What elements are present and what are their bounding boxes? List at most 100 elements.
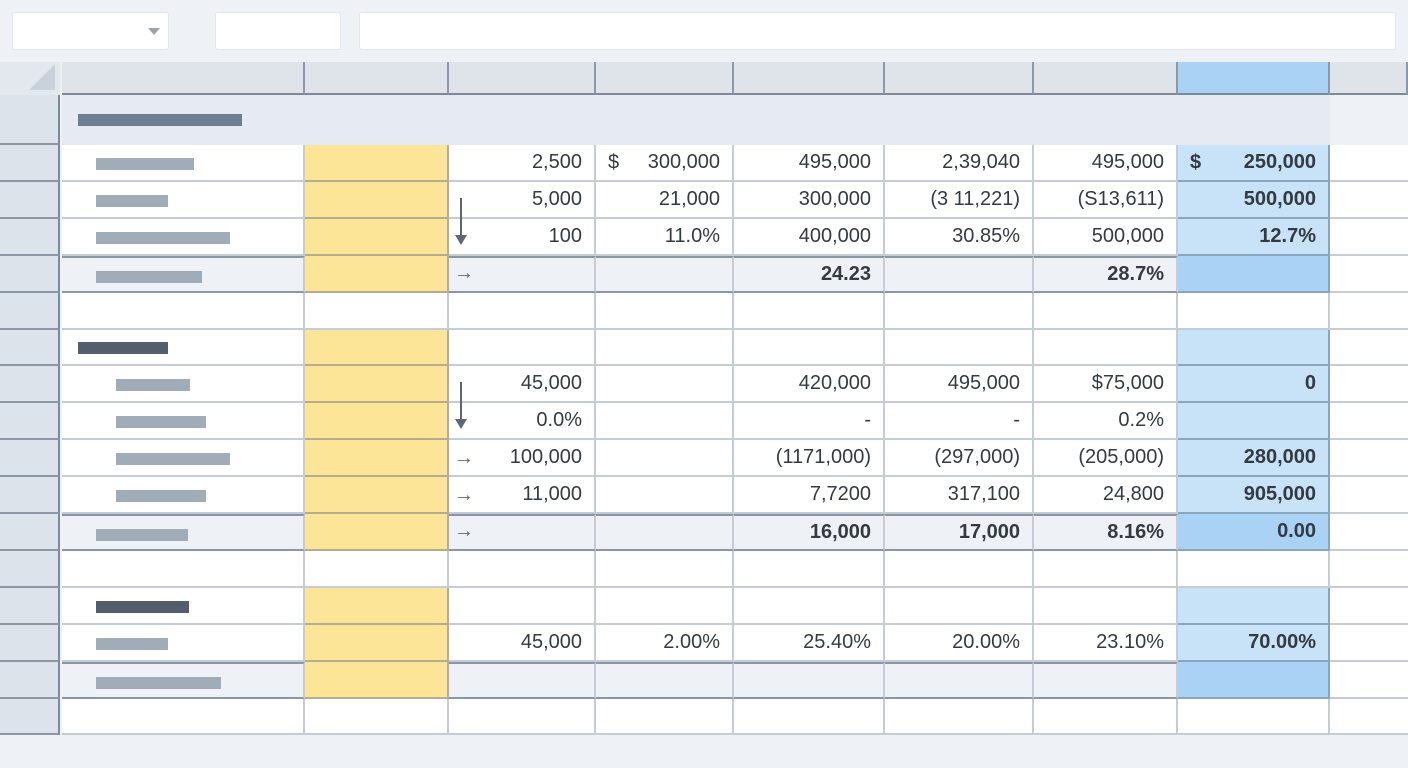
cell-r8-c7[interactable]: 0.2% (1034, 403, 1178, 440)
row-header-5[interactable] (0, 256, 60, 293)
cell-r8-c3[interactable]: 0.0% (449, 403, 596, 440)
cell-r16-c4[interactable] (596, 699, 734, 735)
cell-r16-c9[interactable] (1330, 699, 1408, 735)
row-header-9[interactable] (0, 403, 60, 440)
cell-r9-c6[interactable]: (297,000) (885, 440, 1034, 477)
cell-r1-c3[interactable]: 2,500 (449, 145, 596, 182)
cell-r6-c5[interactable] (734, 330, 885, 366)
cell-r8-c4[interactable] (596, 403, 734, 440)
cell-r15-c4[interactable] (596, 662, 734, 699)
function-box[interactable] (216, 13, 340, 49)
row-header-15[interactable] (0, 625, 60, 662)
row-header-1[interactable] (0, 95, 60, 145)
column-header-8[interactable] (1178, 62, 1330, 95)
cell-r5-c1[interactable] (62, 293, 305, 330)
cell-r14-c4[interactable]: 2.00% (596, 625, 734, 662)
column-header-7[interactable] (1034, 62, 1178, 95)
cell-r7-c9[interactable] (1330, 366, 1408, 403)
cell-r5-c7[interactable] (1034, 293, 1178, 330)
column-header-1[interactable] (62, 62, 305, 95)
cell-r13-c6[interactable] (885, 588, 1034, 625)
cell-r3-c2[interactable] (305, 219, 449, 256)
sheet-title-row[interactable] (62, 95, 1330, 147)
cell-r4-c5[interactable]: 24.23 (734, 256, 885, 293)
cell-r11-c2[interactable] (305, 514, 449, 551)
cell-r8-c9[interactable] (1330, 403, 1408, 440)
cell-r12-c2[interactable] (305, 551, 449, 588)
cell-r11-c3[interactable] (449, 514, 596, 551)
cell-r10-c9[interactable] (1330, 477, 1408, 514)
cell-r15-c6[interactable] (885, 662, 1034, 699)
cell-r7-c6[interactable]: 495,000 (885, 366, 1034, 403)
cell-r7-c8[interactable]: 0 (1178, 366, 1330, 403)
cell-r9-c7[interactable]: (205,000) (1034, 440, 1178, 477)
cell-r9-c8[interactable]: 280,000 (1178, 440, 1330, 477)
cell-r14-c7[interactable]: 23.10% (1034, 625, 1178, 662)
cell-r8-c5[interactable]: - (734, 403, 885, 440)
cell-r16-c6[interactable] (885, 699, 1034, 735)
select-all-corner[interactable] (0, 62, 60, 95)
cell-r4-c4[interactable] (596, 256, 734, 293)
cell-r15-c1[interactable] (62, 662, 305, 699)
cell-r13-c9[interactable] (1330, 588, 1408, 625)
cell-r1-c2[interactable] (305, 145, 449, 182)
cell-r11-c6[interactable]: 17,000 (885, 514, 1034, 551)
cell-r1-c9[interactable] (1330, 145, 1408, 182)
row-header-11[interactable] (0, 477, 60, 514)
cell-r7-c4[interactable] (596, 366, 734, 403)
cell-r3-c7[interactable]: 500,000 (1034, 219, 1178, 256)
cell-r5-c8[interactable] (1178, 293, 1330, 330)
cell-r14-c5[interactable]: 25.40% (734, 625, 885, 662)
column-header-3[interactable] (449, 62, 596, 95)
cell-r15-c2[interactable] (305, 662, 449, 699)
cell-r7-c1[interactable] (62, 366, 305, 403)
row-header-8[interactable] (0, 366, 60, 403)
cell-r14-c6[interactable]: 20.00% (885, 625, 1034, 662)
cell-r3-c6[interactable]: 30.85% (885, 219, 1034, 256)
cell-r6-c6[interactable] (885, 330, 1034, 366)
cell-r15-c3[interactable] (449, 662, 596, 699)
row-header-12[interactable] (0, 514, 60, 551)
cell-r16-c2[interactable] (305, 699, 449, 735)
column-header-6[interactable] (885, 62, 1034, 95)
cell-r11-c7[interactable]: 8.16% (1034, 514, 1178, 551)
cell-r3-c5[interactable]: 400,000 (734, 219, 885, 256)
cell-r6-c8[interactable] (1178, 330, 1330, 366)
cell-r12-c1[interactable] (62, 551, 305, 588)
cell-r1-c6[interactable]: 2,39,040 (885, 145, 1034, 182)
cell-r13-c1[interactable] (62, 588, 305, 625)
cell-r15-c8[interactable] (1178, 662, 1330, 699)
cell-r10-c5[interactable]: 7,7200 (734, 477, 885, 514)
cell-r5-c9[interactable] (1330, 293, 1408, 330)
cell-r14-c8[interactable]: 70.00% (1178, 625, 1330, 662)
cell-r13-c2[interactable] (305, 588, 449, 625)
cell-r11-c1[interactable] (62, 514, 305, 551)
cell-r14-c2[interactable] (305, 625, 449, 662)
cell-r4-c2[interactable] (305, 256, 449, 293)
cell-r2-c4[interactable]: 21,000 (596, 182, 734, 219)
cell-r10-c1[interactable] (62, 477, 305, 514)
row-header-13[interactable] (0, 551, 60, 588)
cell-r1-c5[interactable]: 495,000 (734, 145, 885, 182)
row-header-6[interactable] (0, 293, 60, 330)
cell-r3-c4[interactable]: 11.0% (596, 219, 734, 256)
cell-r13-c7[interactable] (1034, 588, 1178, 625)
cell-r2-c5[interactable]: 300,000 (734, 182, 885, 219)
row-header-4[interactable] (0, 219, 60, 256)
row-header-10[interactable] (0, 440, 60, 477)
cell-r6-c2[interactable] (305, 330, 449, 366)
cell-r4-c7[interactable]: 28.7% (1034, 256, 1178, 293)
cell-r6-c7[interactable] (1034, 330, 1178, 366)
cell-r8-c2[interactable] (305, 403, 449, 440)
cell-r3-c3[interactable]: 100 (449, 219, 596, 256)
cell-r3-c1[interactable] (62, 219, 305, 256)
column-header-2[interactable] (305, 62, 449, 95)
cell-r16-c3[interactable] (449, 699, 596, 735)
cell-r9-c4[interactable] (596, 440, 734, 477)
cell-r2-c8[interactable]: 500,000 (1178, 182, 1330, 219)
cell-r3-c9[interactable] (1330, 219, 1408, 256)
formula-bar-input[interactable] (360, 13, 1395, 49)
cell-r5-c5[interactable] (734, 293, 885, 330)
cell-r4-c9[interactable] (1330, 256, 1408, 293)
cell-r14-c9[interactable] (1330, 625, 1408, 662)
